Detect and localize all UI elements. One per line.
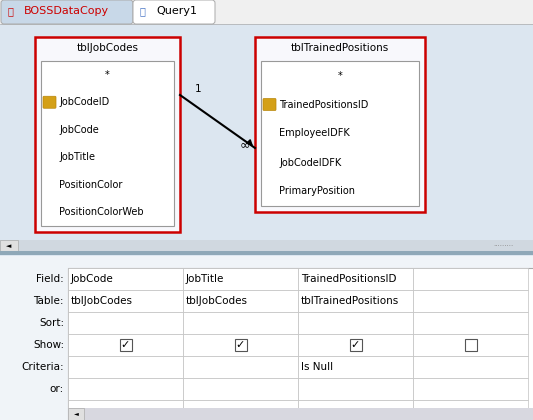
- Bar: [68, 408, 84, 420]
- Text: tblJobCodes: tblJobCodes: [71, 296, 133, 306]
- FancyBboxPatch shape: [43, 96, 56, 108]
- Bar: [35, 37, 180, 232]
- Bar: [0, 256, 533, 420]
- Text: ◄: ◄: [6, 243, 12, 249]
- Bar: [413, 312, 528, 334]
- Bar: [413, 400, 528, 420]
- Text: tblJobCodes: tblJobCodes: [186, 296, 248, 306]
- Text: Is Null: Is Null: [301, 362, 333, 372]
- Text: ✓: ✓: [236, 340, 245, 350]
- Bar: [298, 378, 413, 400]
- Bar: [261, 61, 419, 206]
- Text: 🗃: 🗃: [8, 6, 14, 16]
- Text: ✓: ✓: [121, 340, 130, 350]
- Bar: [68, 408, 533, 420]
- Text: *: *: [337, 71, 342, 81]
- Bar: [0, 24, 533, 252]
- Bar: [350, 339, 361, 351]
- Bar: [413, 378, 528, 400]
- Text: tblTrainedPositions: tblTrainedPositions: [291, 43, 389, 53]
- Bar: [183, 290, 298, 312]
- Text: ∞: ∞: [240, 139, 250, 152]
- Bar: [255, 37, 425, 212]
- Bar: [183, 312, 298, 334]
- Text: JobTitle: JobTitle: [186, 274, 224, 284]
- Bar: [68, 400, 183, 420]
- Text: 🗃: 🗃: [140, 6, 146, 16]
- Text: tblTrainedPositions: tblTrainedPositions: [301, 296, 399, 306]
- Text: ✓: ✓: [351, 340, 360, 350]
- Bar: [235, 339, 246, 351]
- Bar: [413, 334, 528, 356]
- Bar: [68, 268, 533, 420]
- Bar: [183, 400, 298, 420]
- Bar: [413, 356, 528, 378]
- Bar: [119, 339, 132, 351]
- Text: JobCodeIDFK: JobCodeIDFK: [279, 158, 341, 168]
- Text: ·········: ·········: [493, 243, 513, 249]
- Text: EmployeeIDFK: EmployeeIDFK: [279, 129, 350, 139]
- Text: BOSSDataCopy: BOSSDataCopy: [24, 6, 109, 16]
- Bar: [0, 256, 533, 420]
- Bar: [68, 334, 183, 356]
- Text: PrimaryPosition: PrimaryPosition: [279, 186, 355, 197]
- Bar: [298, 290, 413, 312]
- Text: Criteria:: Criteria:: [21, 362, 64, 372]
- Bar: [413, 268, 528, 290]
- Bar: [298, 312, 413, 334]
- Text: or:: or:: [50, 384, 64, 394]
- FancyBboxPatch shape: [1, 0, 133, 24]
- Bar: [0, 0, 533, 24]
- Text: JobCode: JobCode: [59, 125, 99, 135]
- Bar: [183, 356, 298, 378]
- Bar: [298, 400, 413, 420]
- Text: Query1: Query1: [156, 6, 197, 16]
- Text: JobTitle: JobTitle: [59, 152, 95, 162]
- Text: PositionColor: PositionColor: [59, 180, 123, 190]
- Bar: [68, 356, 183, 378]
- Text: JobCode: JobCode: [71, 274, 114, 284]
- Bar: [464, 339, 477, 351]
- Text: ◄: ◄: [74, 412, 78, 417]
- Bar: [68, 290, 183, 312]
- Text: TrainedPositionsID: TrainedPositionsID: [279, 100, 368, 110]
- Bar: [0, 251, 533, 255]
- Text: TrainedPositionsID: TrainedPositionsID: [301, 274, 397, 284]
- Bar: [298, 334, 413, 356]
- FancyBboxPatch shape: [133, 0, 215, 24]
- Bar: [0, 240, 18, 252]
- Bar: [0, 240, 533, 252]
- Bar: [183, 268, 298, 290]
- Text: Sort:: Sort:: [39, 318, 64, 328]
- Bar: [68, 268, 183, 290]
- Text: Show:: Show:: [33, 340, 64, 350]
- Text: *: *: [105, 70, 110, 80]
- Bar: [183, 378, 298, 400]
- Bar: [413, 290, 528, 312]
- Bar: [298, 268, 413, 290]
- FancyBboxPatch shape: [263, 99, 276, 110]
- Bar: [183, 334, 298, 356]
- Text: Field:: Field:: [36, 274, 64, 284]
- Text: JobCodeID: JobCodeID: [59, 97, 109, 107]
- Text: PositionColorWeb: PositionColorWeb: [59, 207, 143, 217]
- Bar: [68, 312, 183, 334]
- Text: tblJobCodes: tblJobCodes: [77, 43, 139, 53]
- Bar: [41, 61, 174, 226]
- Bar: [68, 378, 183, 400]
- Text: Table:: Table:: [34, 296, 64, 306]
- Bar: [298, 356, 413, 378]
- Text: 1: 1: [195, 84, 201, 94]
